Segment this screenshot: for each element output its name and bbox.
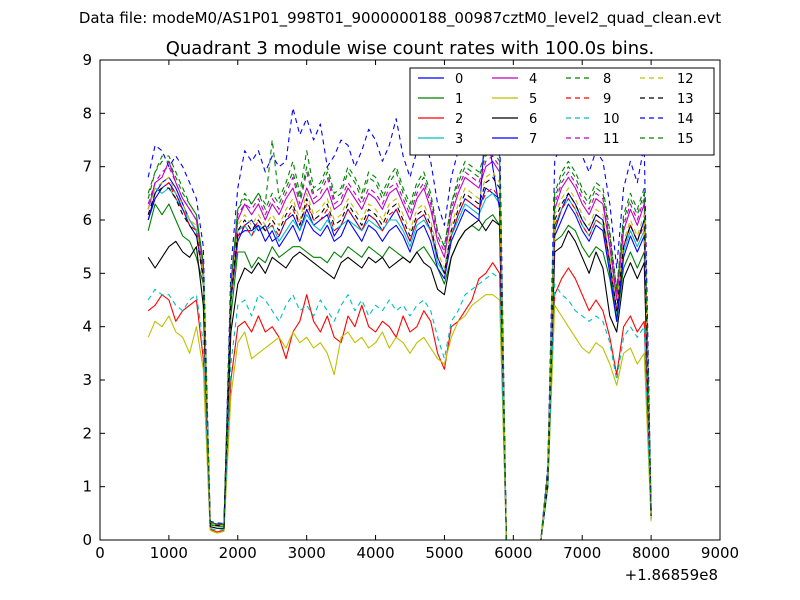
series-line-5	[147, 294, 652, 540]
legend-label-12: 12	[677, 72, 694, 87]
x-tick-label: 6000	[494, 544, 532, 562]
y-tick-label: 2	[82, 424, 92, 442]
x-tick-label: 8000	[632, 544, 670, 562]
legend-label-6: 6	[529, 112, 537, 127]
y-tick-label: 5	[82, 264, 92, 282]
legend-label-8: 8	[603, 72, 611, 87]
axis-layer: 0 1000 2000 3000 4000 5000 6000 7000 8000 9000012…	[82, 51, 739, 562]
legend-label-9: 9	[603, 92, 611, 107]
legend-label-15: 15	[677, 132, 694, 147]
legend-label-11: 11	[603, 132, 620, 147]
y-tick-label: 9	[82, 51, 92, 69]
legend-label-10: 10	[603, 112, 620, 127]
legend-frame	[409, 67, 715, 156]
x-tick-label: 1000	[150, 544, 188, 562]
legend-label-14: 14	[677, 112, 694, 127]
series-line-2	[147, 262, 652, 540]
legend-label-4: 4	[529, 72, 537, 87]
legend-label-5: 5	[529, 92, 537, 107]
series-line-1	[147, 203, 652, 540]
y-tick-label: 7	[82, 158, 92, 176]
x-tick-label: 3000	[288, 544, 326, 562]
legend-label-2: 2	[455, 112, 463, 127]
series-line-15	[147, 150, 652, 540]
x-axis-offset-label: +1.86859e8	[625, 566, 718, 584]
x-tick-label: 4000	[356, 544, 394, 562]
y-tick-label: 0	[82, 531, 92, 549]
legend-label-13: 13	[677, 92, 694, 107]
legend-label-1: 1	[455, 92, 463, 107]
figure-suptitle: Data file: modeM0/AS1P01_998T01_90000001…	[79, 9, 721, 28]
legend-label-3: 3	[455, 132, 463, 147]
x-tick-label: 9000	[701, 544, 739, 562]
y-tick-label: 4	[82, 318, 92, 336]
x-tick-label: 5000	[425, 544, 463, 562]
x-tick-label: 7000	[563, 544, 601, 562]
chart-title: Quadrant 3 module wise count rates with …	[166, 38, 655, 59]
y-tick-label: 3	[82, 371, 92, 389]
x-tick-label: 0	[95, 544, 105, 562]
series-layer	[147, 107, 652, 540]
x-tick-label: 2000	[219, 544, 257, 562]
y-tick-label: 6	[82, 211, 92, 229]
axes-frame	[99, 59, 721, 541]
series-line-6	[147, 219, 652, 540]
series-line-10	[147, 272, 652, 540]
legend-label-0: 0	[455, 72, 463, 87]
series-line-13	[147, 176, 652, 540]
legend-label-7: 7	[529, 132, 537, 147]
y-tick-label: 1	[82, 478, 92, 496]
y-tick-label: 8	[82, 104, 92, 122]
